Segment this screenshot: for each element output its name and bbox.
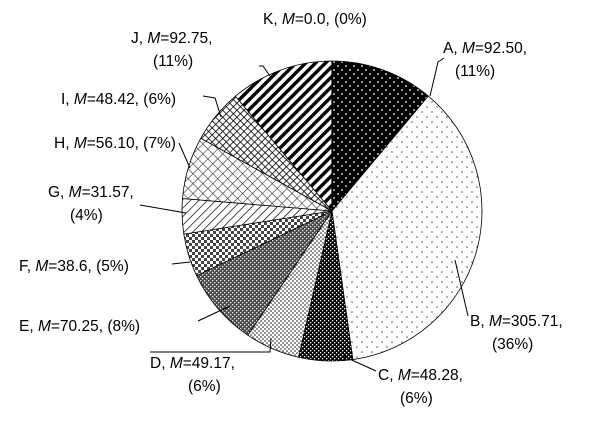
leader-line-e [197,305,231,322]
leader-line-h [178,142,191,169]
slice-label-k: K, M=0.0, (0%) [263,11,367,28]
leader-line-d [150,337,272,353]
slice-label-h: H, M=56.10, (7%) [54,135,176,152]
leader-line-b [454,259,469,317]
pie-slice-j [234,60,333,213]
slice-label-d: D, M=49.17, (6%) [150,355,235,395]
pie-slice-a [331,60,429,213]
leader-line-j [259,65,271,77]
slice-label-a: A, M=92.50, (11%) [443,40,527,80]
leader-line-c [342,355,377,372]
slice-label-f: F, M=38.6, (5%) [19,258,129,275]
slice-label-g: G, M=31.57, (4%) [48,184,134,224]
slice-label-i: I, M=48.42, (6%) [61,91,176,108]
slice-label-b: B, M=305.71, (36%) [470,313,563,353]
leader-line-g [139,204,187,214]
slice-label-e: E, M=70.25, (8%) [19,318,140,335]
leader-line-a [429,57,445,97]
slice-label-j: J, M=92.75, (11%) [131,30,212,70]
leader-line-f [171,261,191,265]
slice-label-c: C, M=48.28, (6%) [378,367,463,407]
leader-line-i [202,95,222,118]
pie-slice-b [331,95,483,361]
